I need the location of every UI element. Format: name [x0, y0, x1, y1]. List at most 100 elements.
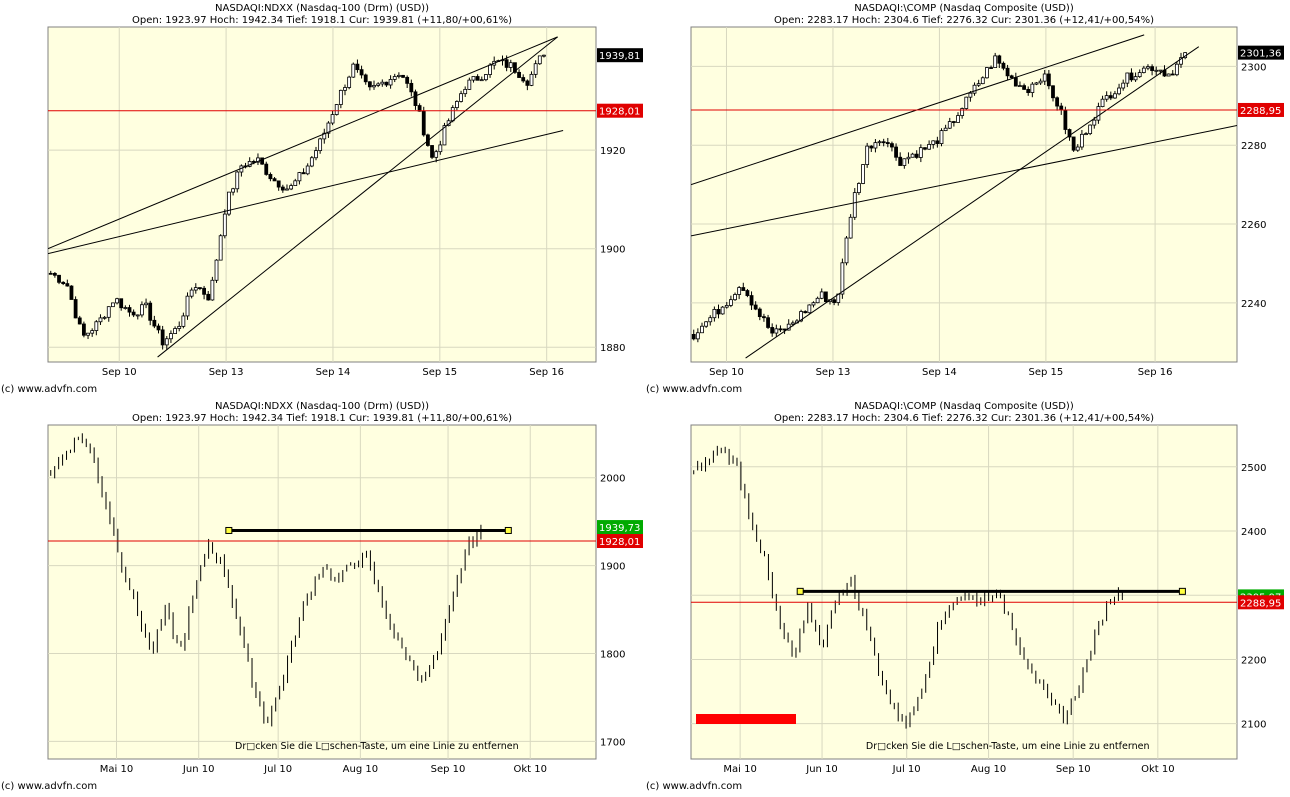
- chart-title: NASDAQI:\COMP (Nasdaq Composite (USD)): [854, 401, 1074, 412]
- candle-body: [741, 287, 746, 291]
- candle-body: [1026, 88, 1031, 93]
- candle-body: [513, 62, 517, 73]
- trendline[interactable]: [157, 36, 558, 358]
- candle-body: [81, 323, 86, 336]
- line-handle[interactable]: [225, 526, 233, 534]
- y-tick-label: 1880: [600, 343, 625, 354]
- plot-area[interactable]: [47, 26, 597, 363]
- candle-body: [914, 153, 919, 158]
- candle-body: [417, 105, 422, 112]
- chart-panel-2: NASDAQI:\COMP (Nasdaq Composite (USD))Op…: [646, 3, 1284, 395]
- candle-body: [297, 172, 302, 182]
- candle-body: [318, 138, 323, 152]
- candle-body: [799, 311, 803, 322]
- candle-body: [778, 328, 783, 331]
- y-tick-label: 1920: [600, 146, 625, 157]
- candle-body: [980, 77, 985, 85]
- candle-body: [111, 302, 115, 308]
- candle-body: [272, 178, 277, 182]
- candle-body: [73, 299, 78, 319]
- candle-body: [807, 304, 812, 314]
- line-handle[interactable]: [1178, 587, 1186, 595]
- candle-body: [450, 107, 455, 122]
- candle-body: [222, 213, 227, 237]
- candle-body: [90, 330, 95, 334]
- hint-text: Dr□cken Sie die L□schen-Taste, um eine L…: [866, 741, 1150, 752]
- candle-body: [757, 308, 762, 318]
- line-handle[interactable]: [796, 587, 804, 595]
- candle-body: [1042, 73, 1047, 82]
- chart-panel-3: NASDAQI:NDXX (Nasdaq-100 (Drm) (USD))Ope…: [1, 401, 643, 792]
- candle-body: [347, 76, 352, 88]
- candle-body: [330, 114, 335, 124]
- candle-body: [206, 293, 211, 301]
- candle-body: [1092, 119, 1097, 126]
- candle-body: [189, 289, 194, 297]
- candle-body: [343, 87, 347, 91]
- candle-body: [264, 163, 269, 175]
- candle-body: [1071, 136, 1076, 151]
- candle-body: [890, 143, 894, 148]
- chart-subtitle: Open: 1923.97 Hoch: 1942.34 Tief: 1918.1…: [132, 15, 512, 26]
- candle-body: [737, 287, 742, 295]
- candle-body: [177, 325, 182, 329]
- candle-body: [857, 183, 861, 194]
- candle-body: [852, 192, 857, 218]
- candle-body: [251, 161, 256, 163]
- trendline[interactable]: [48, 129, 564, 255]
- y-tick-label: 2240: [1241, 299, 1266, 310]
- candle-body: [214, 259, 219, 281]
- candle-body: [384, 81, 389, 86]
- candle-body: [1150, 66, 1154, 71]
- candle-body: [367, 81, 372, 88]
- trendline[interactable]: [48, 36, 558, 250]
- candle-body: [533, 63, 538, 75]
- candle-body: [413, 91, 418, 106]
- plot-area[interactable]: [47, 424, 597, 760]
- candle-body: [268, 174, 273, 180]
- candle-body: [430, 145, 434, 158]
- candle-body: [231, 188, 235, 193]
- line-handle[interactable]: [504, 526, 512, 534]
- candle-body: [1129, 72, 1134, 81]
- candle-body: [338, 89, 343, 105]
- y-tick-label: 2100: [1241, 720, 1266, 731]
- x-tick-label: Sep 10: [431, 764, 466, 775]
- candle-body: [728, 299, 733, 306]
- x-tick-label: Okt 10: [1141, 764, 1175, 775]
- candle-body: [712, 309, 717, 319]
- candle-body: [61, 281, 66, 284]
- x-tick-label: Sep 10: [102, 367, 137, 378]
- candle-body: [1005, 67, 1010, 77]
- candle-body: [947, 121, 952, 129]
- candle-body: [1146, 66, 1150, 69]
- candle-body: [1125, 72, 1130, 84]
- candle-body: [832, 299, 837, 303]
- candle-body: [119, 298, 124, 309]
- candle-body: [708, 317, 713, 323]
- candle-body: [537, 55, 542, 65]
- candle-body: [1174, 63, 1179, 76]
- chart-panel-4: NASDAQI:\COMP (Nasdaq Composite (USD))Op…: [646, 401, 1284, 792]
- candle-body: [1022, 85, 1026, 90]
- candle-body: [359, 69, 364, 76]
- candle-body: [202, 287, 206, 295]
- candle-body: [198, 287, 202, 290]
- candle-body: [376, 83, 381, 86]
- candle-body: [471, 76, 476, 81]
- candle-body: [910, 153, 915, 158]
- candle-body: [861, 164, 865, 184]
- x-tick-label: Sep 16: [1138, 367, 1173, 378]
- candle-body: [823, 291, 828, 302]
- trendline[interactable]: [745, 46, 1200, 359]
- candle-body: [127, 307, 132, 313]
- candle-body: [479, 79, 484, 82]
- candle-body: [57, 274, 61, 283]
- trendline[interactable]: [691, 125, 1237, 237]
- current-price-badge: [1238, 45, 1284, 60]
- candle-body: [873, 142, 878, 149]
- candle-body: [517, 71, 521, 78]
- y-tick-label: 1800: [600, 650, 625, 661]
- candle-body: [770, 327, 775, 334]
- candle-body: [898, 156, 903, 166]
